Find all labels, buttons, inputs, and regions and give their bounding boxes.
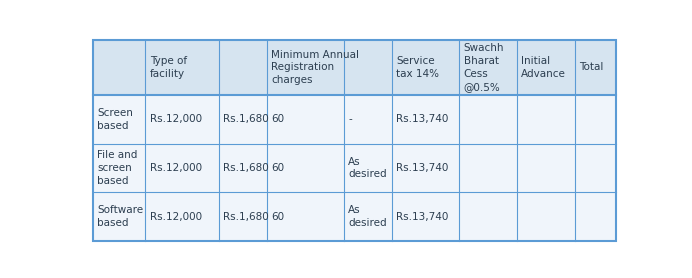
Text: Minimum Annual
Registration
charges: Minimum Annual Registration charges (271, 50, 359, 85)
Bar (344, 192, 392, 241)
Text: As
desired: As desired (348, 157, 387, 180)
Bar (575, 192, 617, 241)
Text: Initial
Advance: Initial Advance (521, 56, 566, 79)
Bar (344, 95, 392, 144)
Bar (392, 40, 459, 95)
Bar (517, 40, 575, 95)
Bar (459, 144, 517, 192)
Bar (392, 144, 459, 192)
Bar (93, 144, 145, 192)
Bar (459, 192, 517, 241)
Bar (575, 40, 617, 95)
Bar (575, 144, 617, 192)
Bar (267, 192, 344, 241)
Text: Rs.12,000: Rs.12,000 (149, 115, 202, 125)
Text: 60: 60 (271, 163, 284, 173)
Text: Rs.13,740: Rs.13,740 (397, 163, 449, 173)
Bar (459, 95, 517, 144)
Text: Rs.13,740: Rs.13,740 (397, 212, 449, 222)
Bar (145, 95, 219, 144)
Bar (267, 40, 344, 95)
Bar (517, 144, 575, 192)
Text: Rs.1,680: Rs.1,680 (224, 163, 269, 173)
Bar (344, 144, 392, 192)
Text: Rs.12,000: Rs.12,000 (149, 212, 202, 222)
Bar (267, 144, 344, 192)
Bar (392, 192, 459, 241)
Bar (459, 40, 517, 95)
Text: Rs.12,000: Rs.12,000 (149, 163, 202, 173)
Bar (219, 95, 267, 144)
Text: Rs.1,680: Rs.1,680 (224, 115, 269, 125)
Bar (145, 192, 219, 241)
Text: Service
tax 14%: Service tax 14% (397, 56, 439, 79)
Text: -: - (348, 115, 352, 125)
Bar (93, 95, 145, 144)
Text: Rs.1,680: Rs.1,680 (224, 212, 269, 222)
Text: 60: 60 (271, 115, 284, 125)
Text: Total: Total (579, 63, 603, 73)
Bar (219, 144, 267, 192)
Text: As
desired: As desired (348, 205, 387, 228)
Text: Rs.13,740: Rs.13,740 (397, 115, 449, 125)
Bar (93, 192, 145, 241)
Text: Type of
facility: Type of facility (149, 56, 187, 79)
Bar (145, 40, 219, 95)
Text: 60: 60 (271, 212, 284, 222)
Bar (267, 95, 344, 144)
Bar (145, 144, 219, 192)
Bar (344, 40, 392, 95)
Text: File and
screen
based: File and screen based (97, 150, 138, 186)
Text: Swachh
Bharat
Cess
@0.5%: Swachh Bharat Cess @0.5% (464, 43, 504, 92)
Text: Software
based: Software based (97, 205, 143, 228)
Bar (219, 40, 267, 95)
Bar (575, 95, 617, 144)
Text: Screen
based: Screen based (97, 108, 133, 131)
Bar (93, 40, 145, 95)
Bar (517, 95, 575, 144)
Bar (517, 192, 575, 241)
Bar (392, 95, 459, 144)
Bar (219, 192, 267, 241)
